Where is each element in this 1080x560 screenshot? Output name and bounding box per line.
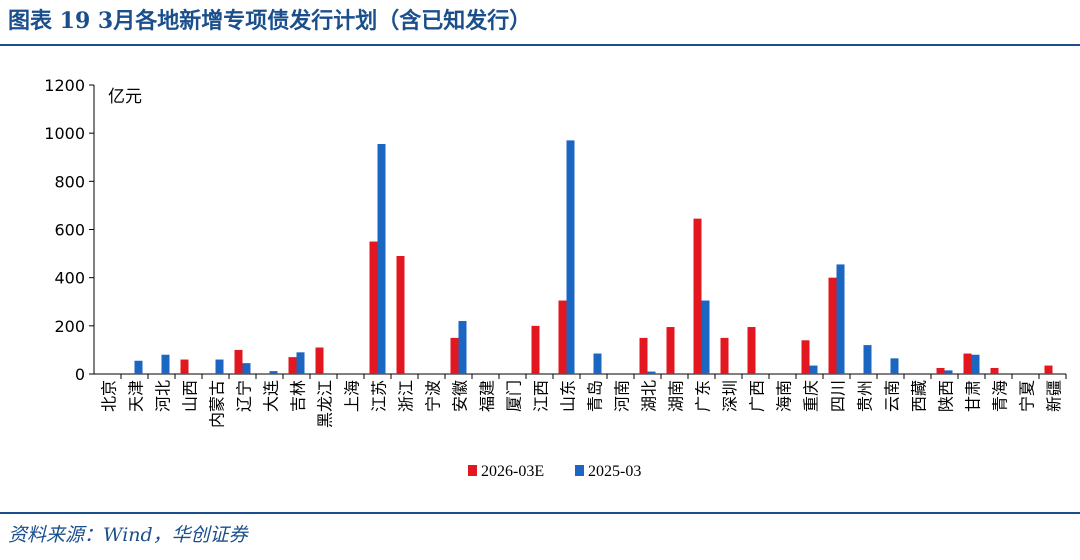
x-category-label: 云南: [883, 380, 902, 412]
bar: [269, 371, 278, 374]
bar: [828, 277, 837, 374]
y-tick-label: 1000: [44, 124, 85, 143]
bar: [747, 327, 756, 374]
bar: [215, 359, 224, 374]
y-tick-label: 0: [75, 365, 85, 384]
x-category-label: 福建: [478, 380, 497, 412]
x-category-label: 内蒙古: [208, 380, 227, 428]
unit-label: 亿元: [108, 87, 142, 107]
bar: [801, 340, 810, 374]
bar: [890, 358, 899, 374]
x-category-label: 甘肃: [964, 380, 983, 412]
bar: [720, 337, 729, 375]
bottom-divider: [0, 512, 1080, 514]
bar: [593, 353, 602, 374]
x-category-label: 重庆: [802, 380, 821, 412]
bar: [558, 300, 567, 374]
x-category-label: 浙江: [397, 380, 416, 412]
y-tick-label: 1200: [44, 76, 85, 95]
bar: [936, 367, 945, 374]
y-tick-label: 200: [54, 317, 85, 336]
legend-swatch: [575, 465, 584, 476]
x-category-label: 吉林: [289, 380, 308, 412]
bar: [161, 354, 170, 374]
bar: [134, 360, 143, 374]
bar: [836, 264, 845, 374]
bar: [639, 337, 648, 375]
x-category-label: 西藏: [910, 380, 929, 412]
bar: [963, 353, 972, 374]
x-category-label: 深圳: [721, 380, 740, 412]
x-category-label: 四川: [829, 380, 848, 412]
x-category-label: 湖南: [667, 380, 686, 412]
x-category-label: 天津: [127, 380, 146, 412]
figure-title: 图表 19 3月各地新增专项债发行计划（含已知发行）: [8, 8, 532, 34]
x-category-label: 青海: [991, 380, 1010, 412]
y-axis: 0 200 400 600 800 1000 1200: [44, 76, 95, 384]
x-category-label: 北京: [100, 380, 119, 412]
bar: [693, 218, 702, 374]
bar: [944, 370, 953, 374]
x-category-label: 河南: [613, 380, 632, 412]
x-category-label: 安徽: [451, 380, 470, 412]
series-2025-bars: [134, 140, 980, 374]
bar: [296, 352, 305, 374]
bar: [809, 365, 818, 374]
bar: [666, 327, 675, 374]
bar: [531, 325, 540, 374]
x-category-label: 厦门: [505, 380, 524, 412]
bar: [990, 367, 999, 374]
bar: [566, 140, 575, 374]
bar: [450, 337, 459, 375]
x-category-label: 辽宁: [235, 380, 254, 412]
series-2026-bars: [180, 218, 1053, 375]
bar: [377, 144, 386, 374]
x-category-label: 山东: [559, 380, 578, 412]
x-category-label: 宁夏: [1018, 380, 1037, 412]
legend-label: 2025-03: [588, 463, 641, 480]
legend: 2026-03E 2025-03: [468, 463, 641, 480]
x-category-label: 黑龙江: [316, 380, 335, 428]
title-divider: [0, 44, 1080, 46]
x-category-label: 海南: [775, 380, 794, 412]
bar: [971, 354, 980, 374]
x-category-label: 新疆: [1045, 380, 1064, 412]
legend-label: 2026-03E: [481, 463, 544, 480]
x-category-label: 大连: [262, 380, 281, 412]
x-category-label: 湖北: [640, 380, 659, 412]
x-category-label: 山西: [181, 380, 200, 412]
bar: [234, 349, 243, 374]
x-category-label: 贵州: [856, 380, 875, 412]
bar: [242, 363, 251, 374]
bar: [701, 300, 710, 374]
y-tick-label: 800: [54, 172, 85, 191]
bar: [647, 371, 656, 374]
bar: [180, 359, 189, 374]
legend-swatch: [468, 465, 477, 476]
x-category-label: 江苏: [370, 380, 389, 412]
x-category-label: 青岛: [586, 380, 605, 412]
x-category-label: 河北: [154, 380, 173, 412]
bar: [1044, 365, 1053, 374]
source-note: 资料来源：Wind，华创证券: [8, 524, 248, 546]
bar: [288, 357, 297, 374]
x-category-label: 广东: [694, 380, 713, 412]
x-category-label: 上海: [343, 380, 362, 412]
y-tick-label: 400: [54, 269, 85, 288]
x-category-label: 陕西: [937, 380, 956, 412]
x-category-label: 广西: [748, 380, 767, 412]
y-tick-label: 600: [54, 221, 85, 240]
bar: [863, 345, 872, 374]
x-category-label: 江西: [532, 380, 551, 412]
bar: [396, 255, 405, 374]
bar: [458, 321, 467, 374]
bar-chart: 0 200 400 600 800 1000 1200 北京 天津 河北 山西 内蒙古 辽宁 大连 吉林黑…: [44, 76, 1067, 480]
bar: [315, 347, 324, 374]
bar: [369, 241, 378, 374]
x-category-label: 宁波: [424, 380, 443, 412]
x-axis: 北京 天津 河北 山西 内蒙古 辽宁 大连 吉林 黑龙江 上海 江苏 浙江 宁波 安徽 福建 厦门 江西 山东 青岛…: [94, 373, 1067, 428]
